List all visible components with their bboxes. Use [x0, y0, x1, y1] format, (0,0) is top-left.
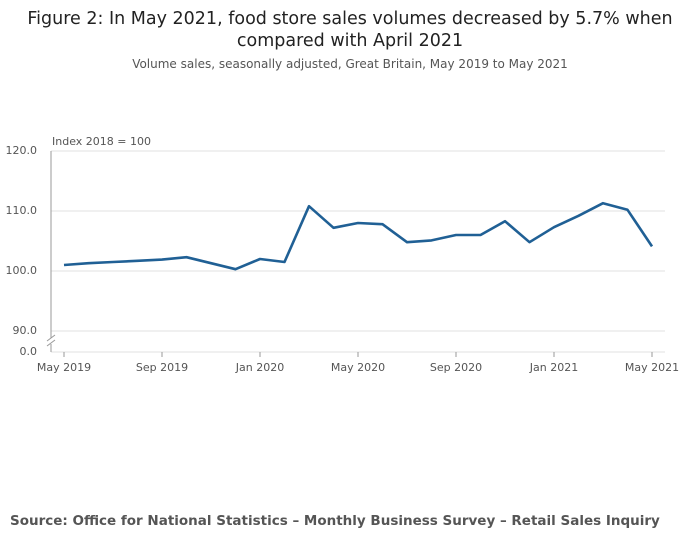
axis-break-gap: [45, 338, 57, 344]
axis-break: [46, 339, 56, 347]
chart-title: Figure 2: In May 2021, food store sales …: [27, 9, 673, 51]
y-tick-label: 110.0: [6, 204, 38, 217]
x-tick-label: Jan 2020: [235, 361, 284, 374]
x-tick-label: Jan 2021: [529, 361, 578, 374]
y-tick-label: 90.0: [13, 324, 38, 337]
axis-break: [46, 334, 56, 342]
chart-subtitle: Volume sales, seasonally adjusted, Great…: [132, 57, 568, 71]
x-tick-label: May 2020: [331, 361, 385, 374]
data-line: [63, 201, 654, 271]
y-axis-label: Index 2018 = 100: [52, 135, 151, 148]
x-tick-label: May 2019: [37, 361, 91, 374]
x-tick-label: Sep 2020: [430, 361, 482, 374]
y-tick-label: 120.0: [6, 144, 38, 157]
source-note: Source: Office for National Statistics –…: [10, 513, 660, 529]
x-tick-label: Sep 2019: [136, 361, 188, 374]
x-tick-label: May 2021: [625, 361, 679, 374]
y-tick-label: 100.0: [6, 264, 38, 277]
y-tick-label: 0.0: [20, 345, 38, 358]
